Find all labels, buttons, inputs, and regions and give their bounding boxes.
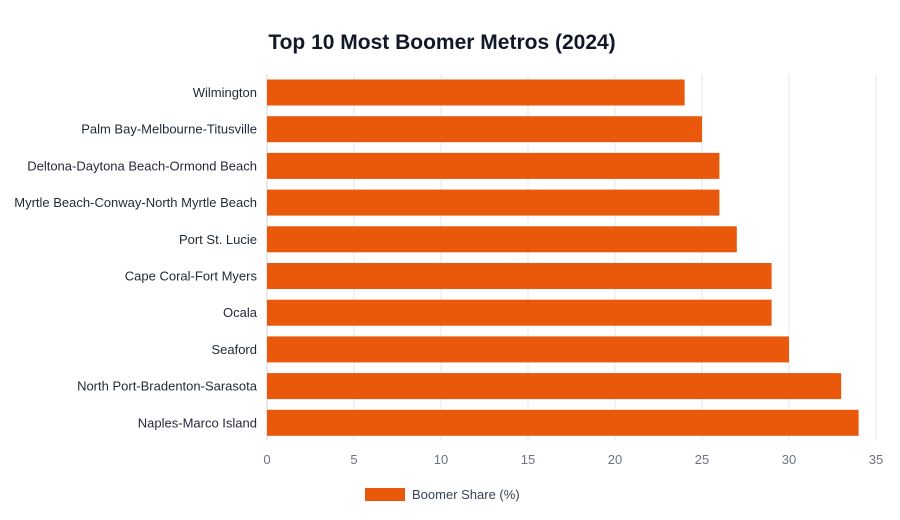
category-label: Wilmington <box>193 85 257 100</box>
bar[interactable] <box>267 336 789 363</box>
category-label: Myrtle Beach-Conway-North Myrtle Beach <box>14 195 257 210</box>
x-tick-label: 20 <box>608 452 622 467</box>
x-tick-label: 30 <box>782 452 796 467</box>
category-label: North Port-Bradenton-Sarasota <box>77 379 258 394</box>
bar[interactable] <box>267 189 720 216</box>
x-tick-label: 10 <box>434 452 448 467</box>
category-label: Ocala <box>223 305 258 320</box>
x-tick-label: 15 <box>521 452 535 467</box>
category-label: Palm Bay-Melbourne-Titusville <box>81 122 257 137</box>
bar[interactable] <box>267 373 842 400</box>
x-tick-label: 5 <box>350 452 357 467</box>
category-label: Naples-Marco Island <box>138 415 257 430</box>
bar[interactable] <box>267 152 720 179</box>
legend[interactable]: Boomer Share (%) <box>365 487 520 502</box>
bars <box>267 79 859 436</box>
legend-label: Boomer Share (%) <box>412 487 520 502</box>
category-label: Port St. Lucie <box>179 232 257 247</box>
chart-title: Top 10 Most Boomer Metros (2024) <box>268 31 615 54</box>
bar[interactable] <box>267 79 685 106</box>
legend-swatch <box>365 488 405 501</box>
category-labels: Wilmington Palm Bay-Melbourne-Titusville D… <box>14 85 258 430</box>
x-tick-label: 25 <box>695 452 709 467</box>
x-tick-label: 35 <box>869 452 883 467</box>
category-label: Deltona-Daytona Beach-Ormond Beach <box>27 158 257 173</box>
x-tick-label: 0 <box>263 452 270 467</box>
x-axis-ticks: 0 5 10 15 20 25 30 35 <box>263 452 883 467</box>
bar[interactable] <box>267 263 772 289</box>
category-label: Cape Coral-Fort Myers <box>125 269 258 284</box>
bar[interactable] <box>267 409 859 436</box>
category-label: Seaford <box>211 342 257 357</box>
bar[interactable] <box>267 299 772 326</box>
bar[interactable] <box>267 226 737 253</box>
bar[interactable] <box>267 116 702 143</box>
